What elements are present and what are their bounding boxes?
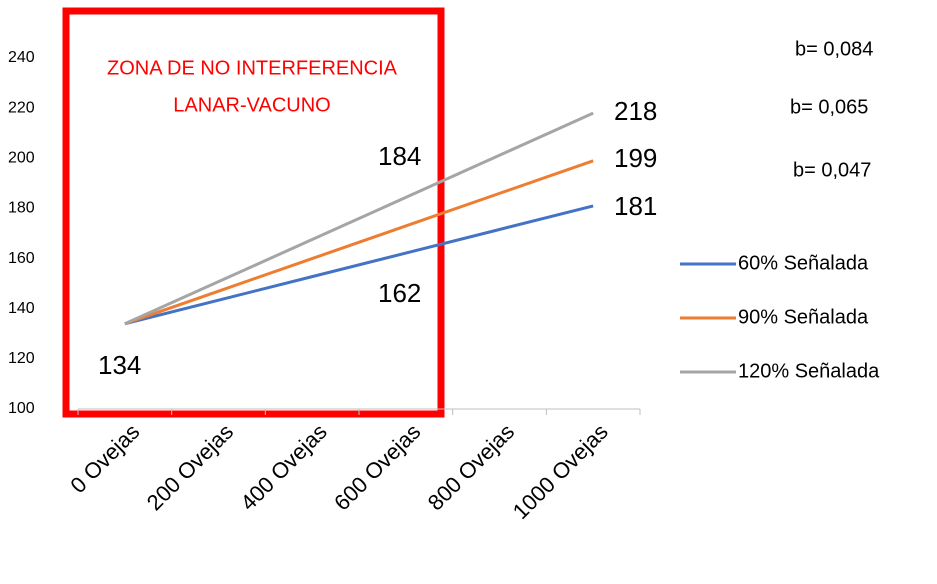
y-tick-label: 220 <box>8 99 35 116</box>
y-tick-label: 100 <box>8 400 35 417</box>
zone-label: LANAR-VACUNO <box>173 94 330 116</box>
legend-label: 60% Señalada <box>738 252 869 274</box>
legend-label: 90% Señalada <box>738 306 869 328</box>
y-tick-label: 200 <box>8 150 35 167</box>
x-tick-label: 400 Ovejas <box>235 419 331 515</box>
annotation: 184 <box>378 141 421 171</box>
series-line <box>124 111 594 326</box>
x-tick-label: 200 Ovejas <box>142 419 238 515</box>
series-line <box>124 204 594 326</box>
slope-label: b= 0,047 <box>793 159 871 181</box>
y-tick-label: 160 <box>8 250 35 267</box>
y-tick-label: 180 <box>8 200 35 217</box>
y-tick-label: 140 <box>8 300 35 317</box>
y-tick-label: 240 <box>8 49 35 66</box>
annotation: 162 <box>378 278 421 308</box>
slope-label: b= 0,084 <box>795 38 873 60</box>
slope-label: b= 0,065 <box>790 96 868 118</box>
series-line <box>124 159 594 326</box>
x-tick-label: 600 Ovejas <box>329 419 425 515</box>
annotation: 181 <box>614 191 657 221</box>
y-tick-label: 120 <box>8 350 35 367</box>
x-tick-label: 1000 Ovejas <box>508 419 613 524</box>
x-tick-label: 0 Ovejas <box>65 419 144 498</box>
legend-label: 120% Señalada <box>738 360 880 382</box>
zone-label: ZONA DE NO INTERFERENCIA <box>107 57 398 79</box>
annotation: 134 <box>98 350 141 380</box>
x-tick-label: 800 Ovejas <box>423 419 519 515</box>
annotation: 218 <box>614 96 657 126</box>
annotation: 199 <box>614 143 657 173</box>
